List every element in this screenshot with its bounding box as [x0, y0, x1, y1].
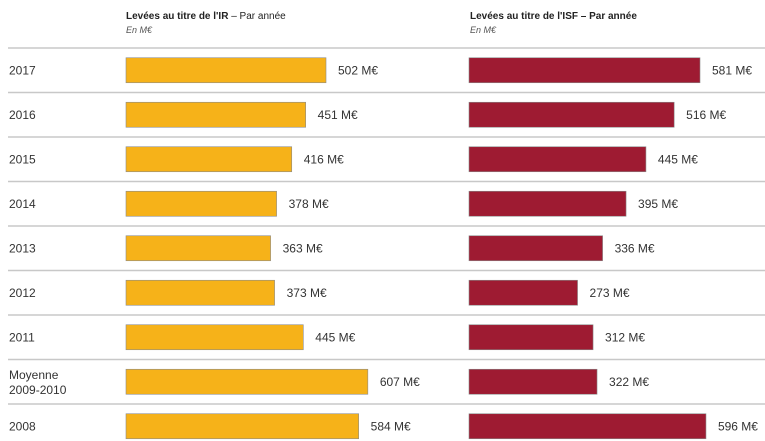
row-label: 2008: [9, 419, 36, 433]
isf-value-label: 322 M€: [609, 375, 649, 389]
isf-value-label: 273 M€: [590, 286, 630, 300]
row-label: 2012: [9, 286, 36, 300]
isf-value-label: 312 M€: [605, 330, 645, 344]
isf-bar: [468, 57, 701, 84]
isf-chart-title: Levées au titre de l'ISF – Par année: [470, 11, 637, 22]
isf-chart-header: Levées au titre de l'ISF – Par année En …: [470, 10, 637, 36]
isf-value-label: 395 M€: [638, 197, 678, 211]
isf-bar: [468, 190, 627, 217]
isf-chart-unit: En M€: [470, 25, 497, 35]
ir-value-label: 445 M€: [315, 330, 355, 344]
row-label: 2013: [9, 241, 36, 255]
ir-bar: [125, 413, 359, 440]
ir-bar: [125, 190, 277, 217]
ir-value-label: 378 M€: [289, 197, 329, 211]
ir-value-label: 373 M€: [287, 286, 327, 300]
ir-chart-header: Levées au titre de l'IR – Par année En M…: [126, 10, 286, 36]
isf-bar: [468, 279, 578, 306]
isf-value-label: 596 M€: [718, 419, 758, 433]
row-label: 2016: [9, 108, 36, 122]
ir-bar: [125, 324, 304, 351]
ir-chart-title: Levées au titre de l'IR – Par année: [126, 11, 286, 22]
row-label: 2015: [9, 152, 36, 166]
isf-value-label: 516 M€: [686, 108, 726, 122]
isf-bar: [468, 324, 594, 351]
isf-bar: [468, 413, 707, 440]
row-label: Moyenne 2009-2010: [9, 368, 67, 397]
isf-bar: [468, 146, 647, 173]
row-label: 2011: [9, 330, 35, 344]
ir-value-label: 607 M€: [380, 375, 420, 389]
isf-value-label: 445 M€: [658, 152, 698, 166]
isf-value-label: 336 M€: [615, 241, 655, 255]
isf-bar: [468, 235, 603, 262]
ir-value-label: 502 M€: [338, 63, 378, 77]
ir-bar: [125, 368, 369, 395]
ir-bar: [125, 146, 293, 173]
isf-bar: [468, 368, 598, 395]
ir-bar: [125, 235, 271, 262]
ir-value-label: 363 M€: [283, 241, 323, 255]
ir-bar: [125, 101, 306, 128]
ir-bar: [125, 279, 275, 306]
ir-value-label: 416 M€: [304, 152, 344, 166]
ir-bar: [125, 57, 327, 84]
isf-value-label: 581 M€: [712, 63, 752, 77]
ir-value-label: 451 M€: [318, 108, 358, 122]
ir-value-label: 584 M€: [371, 419, 411, 433]
ir-chart-unit: En M€: [126, 25, 153, 35]
row-label: 2014: [9, 197, 36, 211]
row-label: 2017: [9, 63, 36, 77]
isf-bar: [468, 101, 675, 128]
